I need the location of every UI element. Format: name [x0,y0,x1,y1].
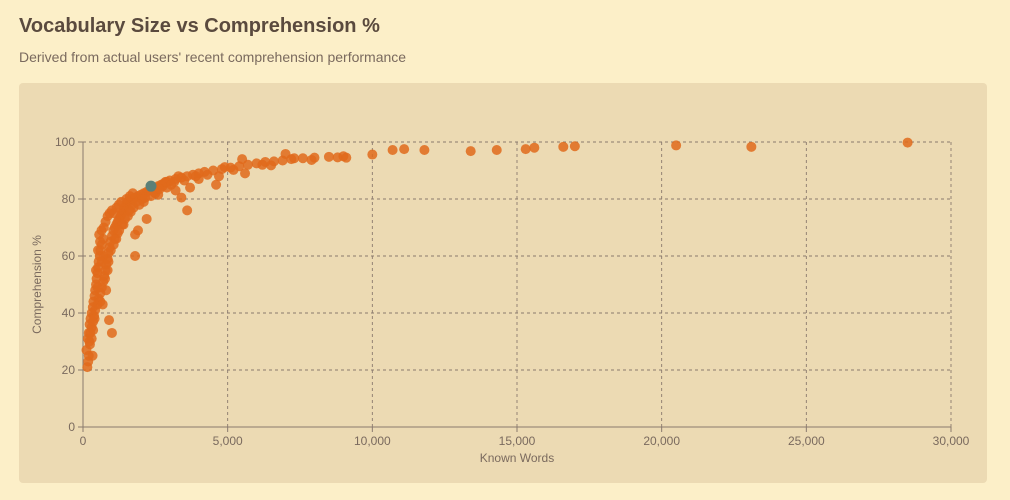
x-tick-label: 10,000 [354,434,391,448]
data-point[interactable] [95,236,106,247]
data-point[interactable] [102,265,113,276]
data-point[interactable] [92,282,103,293]
x-tick-label: 5,000 [213,434,243,448]
data-point[interactable] [182,205,193,216]
data-point[interactable] [367,149,378,160]
page-subtitle: Derived from actual users' recent compre… [19,49,407,65]
data-point[interactable] [101,285,112,296]
chart-card: 0 20 40 60 80 100 0 5,000 10,000 15,000 20,000 25,0… [19,83,987,483]
data-point[interactable] [491,144,502,155]
data-point[interactable] [97,299,108,310]
data-point[interactable] [104,315,115,326]
x-tick-label: 15,000 [499,434,536,448]
y-tick-label: 80 [62,192,76,206]
y-tick-label: 100 [55,135,75,149]
data-point[interactable] [399,144,410,155]
data-point[interactable] [130,251,141,261]
data-point[interactable] [529,142,540,153]
data-point[interactable] [289,153,300,164]
y-tick-label: 40 [62,306,76,320]
data-point[interactable] [103,256,114,267]
data-point[interactable] [266,160,277,171]
data-point[interactable] [902,137,913,148]
grid-layer [83,141,952,427]
data-point[interactable] [419,144,430,155]
data-point[interactable] [211,179,222,190]
points-layer [81,137,913,373]
data-point[interactable] [85,327,96,338]
data-point[interactable] [106,327,117,338]
data-point[interactable] [332,152,343,163]
data-point[interactable] [569,141,580,152]
data-point[interactable] [306,154,317,165]
data-point[interactable] [323,151,334,162]
data-point[interactable] [87,350,98,361]
data-point[interactable] [671,140,682,151]
x-tick-label: 20,000 [643,434,680,448]
data-point[interactable] [387,144,398,155]
y-axis-title: Comprehension % [30,235,44,334]
data-point[interactable] [280,148,291,159]
data-point[interactable] [237,154,248,165]
data-point[interactable] [190,171,201,182]
x-axis-title: Known Words [480,451,554,465]
data-point[interactable] [257,159,268,170]
y-tick-label: 0 [68,420,75,434]
data-point[interactable] [176,192,187,203]
data-point[interactable] [141,213,152,224]
data-point[interactable] [111,233,122,244]
data-point[interactable] [520,144,531,155]
axis-layer: 0 20 40 60 80 100 0 5,000 10,000 15,000 20,000 25,0… [55,135,970,448]
data-point[interactable] [558,141,569,152]
data-point[interactable] [89,313,100,324]
y-tick-label: 20 [62,363,76,377]
data-point[interactable] [465,146,476,157]
data-point[interactable] [127,188,138,199]
data-point[interactable] [130,229,141,240]
scatter-chart[interactable]: 0 20 40 60 80 100 0 5,000 10,000 15,000 20,000 25,0… [19,83,987,483]
x-tick-label: 30,000 [933,434,970,448]
x-tick-label: 25,000 [788,434,825,448]
data-point[interactable] [185,182,196,193]
data-point[interactable] [240,168,251,179]
highlighted-data-point[interactable] [145,180,157,192]
page-title: Vocabulary Size vs Comprehension % [19,15,380,37]
data-point[interactable] [202,169,213,180]
y-tick-label: 60 [62,249,76,263]
data-point[interactable] [746,141,757,152]
data-point[interactable] [91,265,102,276]
data-point[interactable] [213,171,224,182]
data-point[interactable] [93,245,104,256]
data-point[interactable] [228,164,239,175]
data-point[interactable] [84,336,95,347]
data-point[interactable] [99,273,110,284]
data-point[interactable] [341,152,352,163]
data-point[interactable] [179,175,190,186]
data-point[interactable] [219,162,230,173]
x-tick-label: 0 [80,434,87,448]
data-point[interactable] [297,153,308,164]
